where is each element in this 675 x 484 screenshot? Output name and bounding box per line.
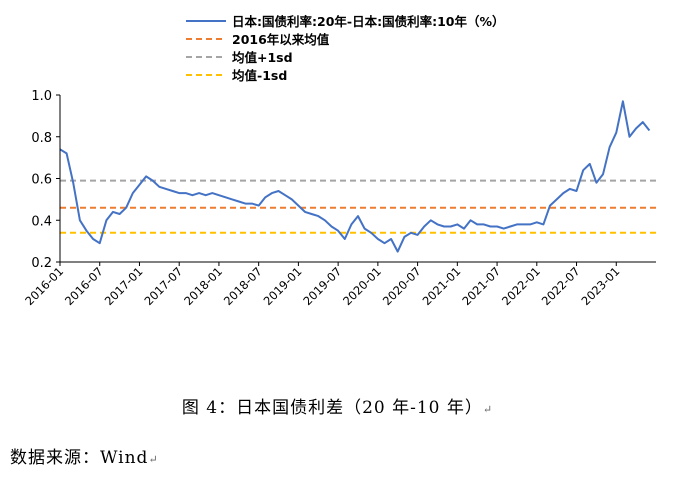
x-tick-label: 2022-07 [539,264,583,308]
x-tick-label: 2019-07 [300,264,344,308]
y-tick-label: 1.0 [31,89,52,104]
paragraph-mark: ↵ [148,453,159,466]
x-tick-label: 2018-01 [181,264,225,308]
caption-text: 图 4：日本国债利差（20 年-10 年） [181,398,483,418]
figure-caption: 图 4：日本国债利差（20 年-10 年）↵ [0,393,675,418]
legend-label-1: 2016年以来均值 [232,32,330,47]
y-tick-label: 0.8 [31,131,52,146]
chart: 日本:国债利率:20年-日本:国债利率:10年（%） 2016年以来均值均值+1s… [22,14,656,308]
x-tick-label: 2018-07 [221,264,265,308]
x-tick-label: 2021-01 [420,264,464,308]
series-line-spread [59,100,651,253]
x-tick-label: 2020-07 [380,264,424,308]
x-tick-label: 2020-01 [340,264,384,308]
x-tick-label: 2021-07 [459,264,503,308]
legend-label-3: 均值-1sd [232,68,287,83]
paragraph-mark: ↵ [482,403,494,416]
y-tick-label: 0.2 [31,256,52,271]
y-tick-label: 0.6 [31,173,52,188]
x-tick-label: 2016-07 [62,264,106,308]
x-tick-label: 2017-07 [141,264,185,308]
source-note: 数据来源：Wind↵ [10,443,159,468]
plot-area: 0.20.40.60.81.02016-012016-072017-012017… [22,89,656,308]
x-tick-label: 2022-01 [499,264,543,308]
x-tick-label: 2023-01 [579,264,623,308]
x-tick-label: 2019-01 [261,264,305,308]
y-tick-label: 0.4 [31,214,52,229]
legend: 日本:国债利率:20年-日本:国债利率:10年（%） 2016年以来均值均值+1s… [186,14,505,83]
legend-label-2: 均值+1sd [232,50,293,65]
legend-label-0: 日本:国债利率:20年-日本:国债利率:10年（%） [232,14,505,29]
x-tick-label: 2017-01 [102,264,146,308]
source-text: 数据来源：Wind [10,448,149,468]
